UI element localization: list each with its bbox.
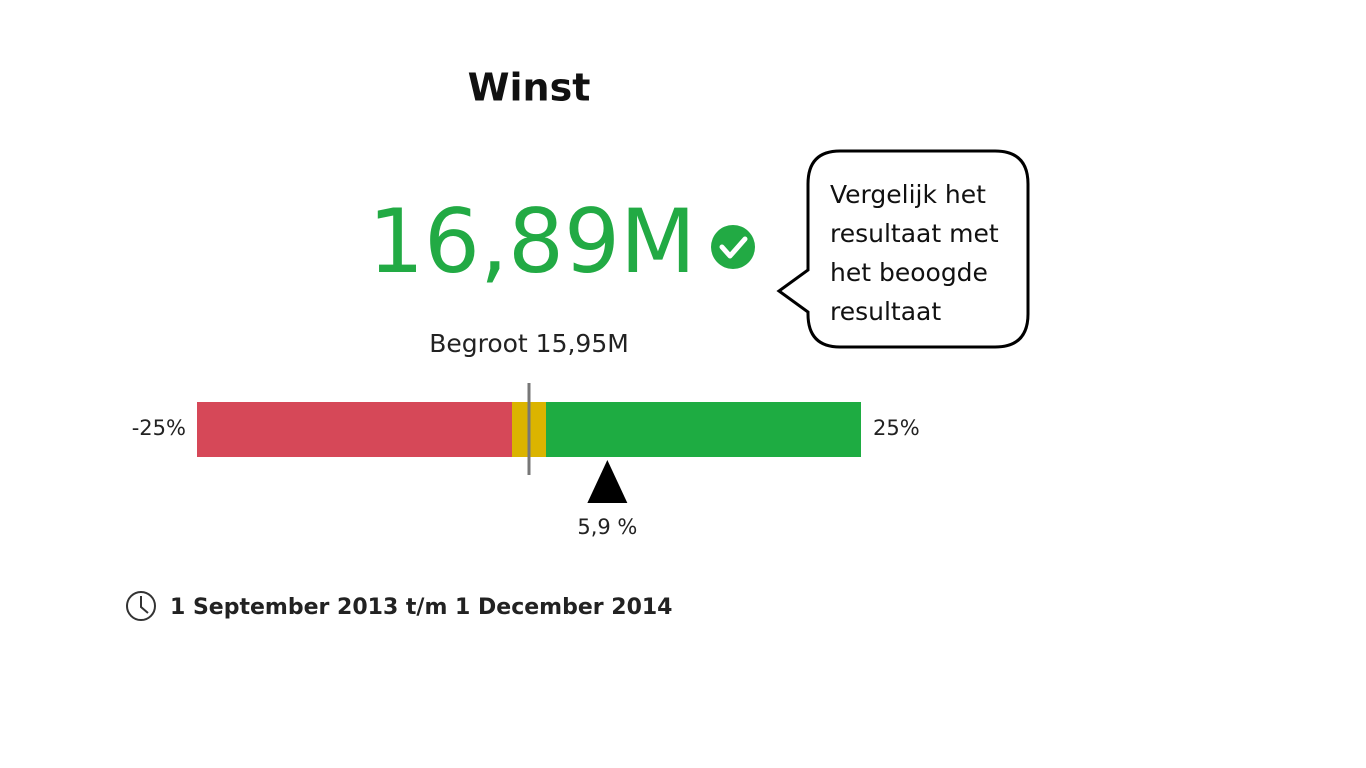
title: Winst (468, 66, 591, 110)
callout-text: Vergelijk het resultaat met het beoogde res… (830, 180, 999, 326)
check-icon (711, 225, 755, 269)
period: 1 September 2013 t/m 1 December 2014 (170, 595, 673, 620)
actual-label: 5,9 % (577, 515, 637, 539)
good-range (546, 402, 861, 457)
clock-hands (140, 596, 149, 614)
callout-line: het beoogde (830, 258, 988, 287)
kpi-value: 16,89M (368, 190, 696, 293)
callout-line: resultaat met (830, 219, 999, 248)
budget-label: Begroot 15,95M (429, 329, 629, 358)
callout-line: resultaat (830, 297, 941, 326)
actual-marker-group: 5,9 % (577, 460, 637, 539)
check-circle (711, 225, 755, 269)
gauge-max-label: 25% (873, 416, 920, 440)
clock-icon (126, 591, 156, 621)
actual-marker (587, 460, 628, 503)
callout-line: Vergelijk het (830, 180, 986, 209)
speech-bubble (776, 149, 1030, 349)
bad-range (197, 402, 512, 457)
check-mark (719, 236, 748, 259)
gauge-min-label: -25% (132, 416, 186, 440)
clock-face (126, 591, 156, 621)
